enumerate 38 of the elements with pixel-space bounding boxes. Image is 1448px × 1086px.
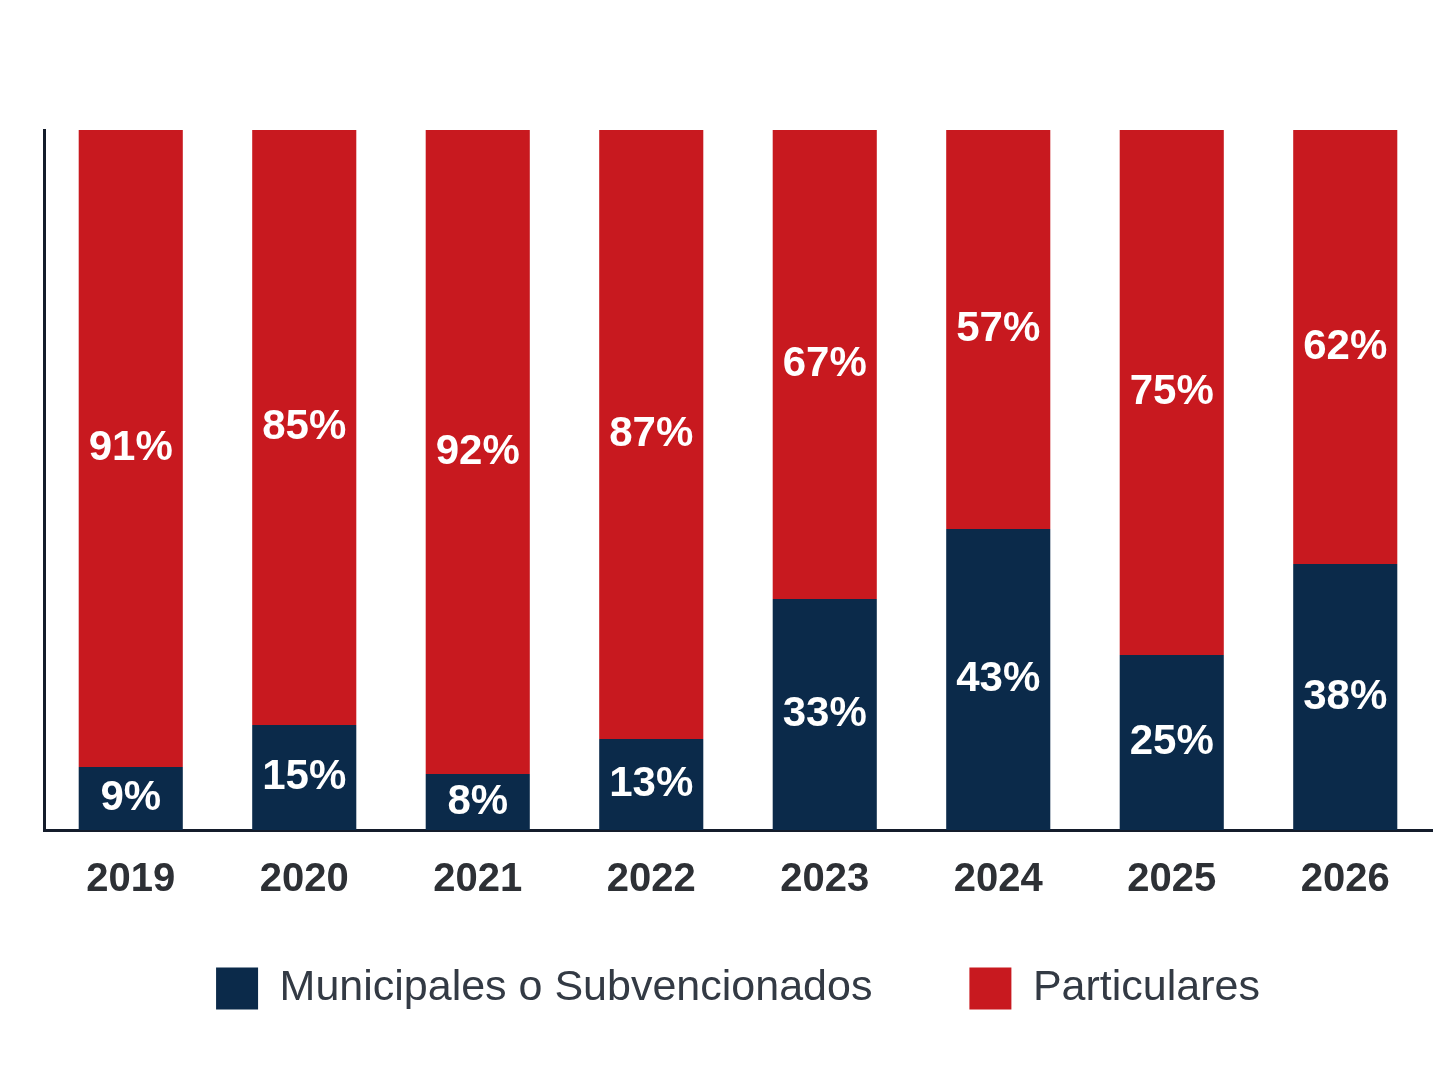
x-tick-label: 2023 — [780, 855, 870, 900]
data-label: 33% — [782, 688, 867, 736]
x-tick-label: 2022 — [606, 855, 696, 900]
bar — [252, 130, 357, 725]
legend-label: Municipales o Subvencionados — [279, 961, 873, 1010]
bar — [599, 130, 704, 739]
bar — [1293, 564, 1398, 830]
data-label: 13% — [609, 758, 694, 806]
bar — [1119, 130, 1224, 655]
x-tick-label: 2020 — [259, 855, 349, 900]
x-tick-label: 2024 — [953, 855, 1044, 900]
data-label: 57% — [956, 303, 1041, 351]
bar — [772, 599, 877, 830]
bar — [425, 130, 530, 774]
data-label: 62% — [1303, 320, 1388, 368]
bar — [772, 130, 877, 599]
data-label: 43% — [956, 653, 1041, 701]
data-label: 67% — [782, 338, 867, 386]
bar — [946, 529, 1051, 830]
x-tick-label: 2025 — [1127, 855, 1217, 900]
x-tick-label: 2021 — [433, 855, 523, 900]
data-label: 91% — [88, 422, 173, 470]
data-label: 92% — [435, 425, 520, 473]
x-tick-label: 2019 — [86, 855, 176, 900]
data-label: 75% — [1129, 366, 1214, 414]
legend-label: Particulares — [1032, 961, 1260, 1010]
data-label: 8% — [447, 775, 509, 823]
bar — [1119, 655, 1224, 830]
data-label: 87% — [609, 408, 694, 456]
data-label: 25% — [1129, 716, 1214, 764]
x-tick-label: 2026 — [1300, 855, 1390, 900]
data-label: 15% — [262, 751, 347, 799]
bar — [78, 130, 183, 767]
bar — [946, 130, 1051, 529]
data-label: 85% — [262, 401, 347, 449]
data-label: 9% — [100, 772, 162, 820]
bar — [1293, 130, 1398, 564]
data-label: 38% — [1303, 670, 1388, 718]
